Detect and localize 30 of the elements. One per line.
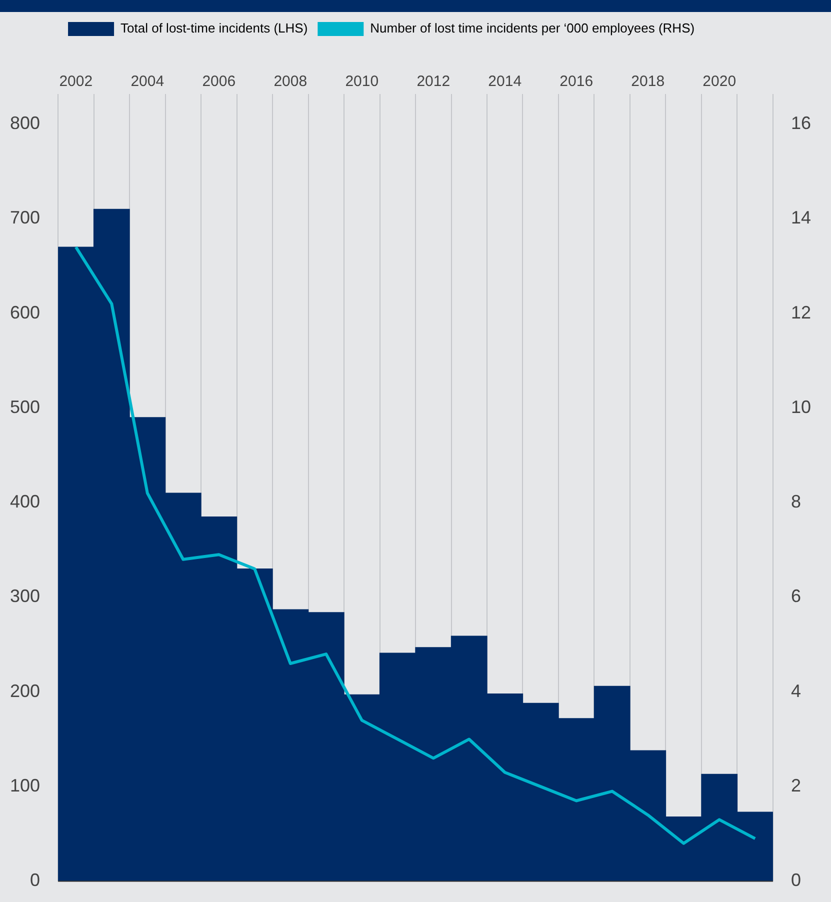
x-tick-label: 2016 [560, 73, 594, 90]
y2-tick-label: 6 [790, 586, 801, 606]
legend-label: Total of lost-time incidents (LHS) [120, 20, 308, 36]
y-tick-label: 800 [10, 112, 40, 133]
x-tick-label: 2014 [488, 73, 522, 90]
y-tick-label: 400 [10, 492, 40, 512]
y-tick-label: 300 [10, 586, 40, 606]
x-tick-label: 2008 [274, 73, 308, 90]
y-tick-label: 100 [10, 776, 40, 796]
y2-tick-label: 0 [790, 870, 801, 890]
x-tick-label: 2002 [59, 73, 93, 90]
y2-tick-label: 14 [790, 208, 812, 228]
y-tick-label: 0 [30, 870, 40, 890]
x-tick-label: 2006 [202, 73, 236, 90]
y2-tick-label: 12 [790, 302, 812, 322]
x-tick-label: 2012 [416, 73, 450, 90]
y-tick-label: 600 [10, 302, 40, 322]
y2-tick-label: 4 [790, 680, 801, 701]
x-tick-label: 2004 [130, 73, 164, 90]
x-tick-label: 2020 [702, 73, 736, 90]
y2-tick-label: 10 [790, 396, 812, 417]
x-tick-label: 2018 [631, 73, 665, 90]
y2-tick-label: 16 [790, 112, 812, 133]
y-tick-label: 500 [10, 396, 40, 417]
y2-tick-label: 8 [790, 492, 801, 512]
x-tick-label: 2010 [345, 73, 379, 90]
y-tick-label: 700 [10, 208, 40, 228]
y2-tick-label: 2 [790, 776, 801, 796]
y-tick-label: 200 [10, 680, 40, 701]
legend-label: Number of lost time incidents per ‘000 employees (RHS) [370, 20, 695, 36]
